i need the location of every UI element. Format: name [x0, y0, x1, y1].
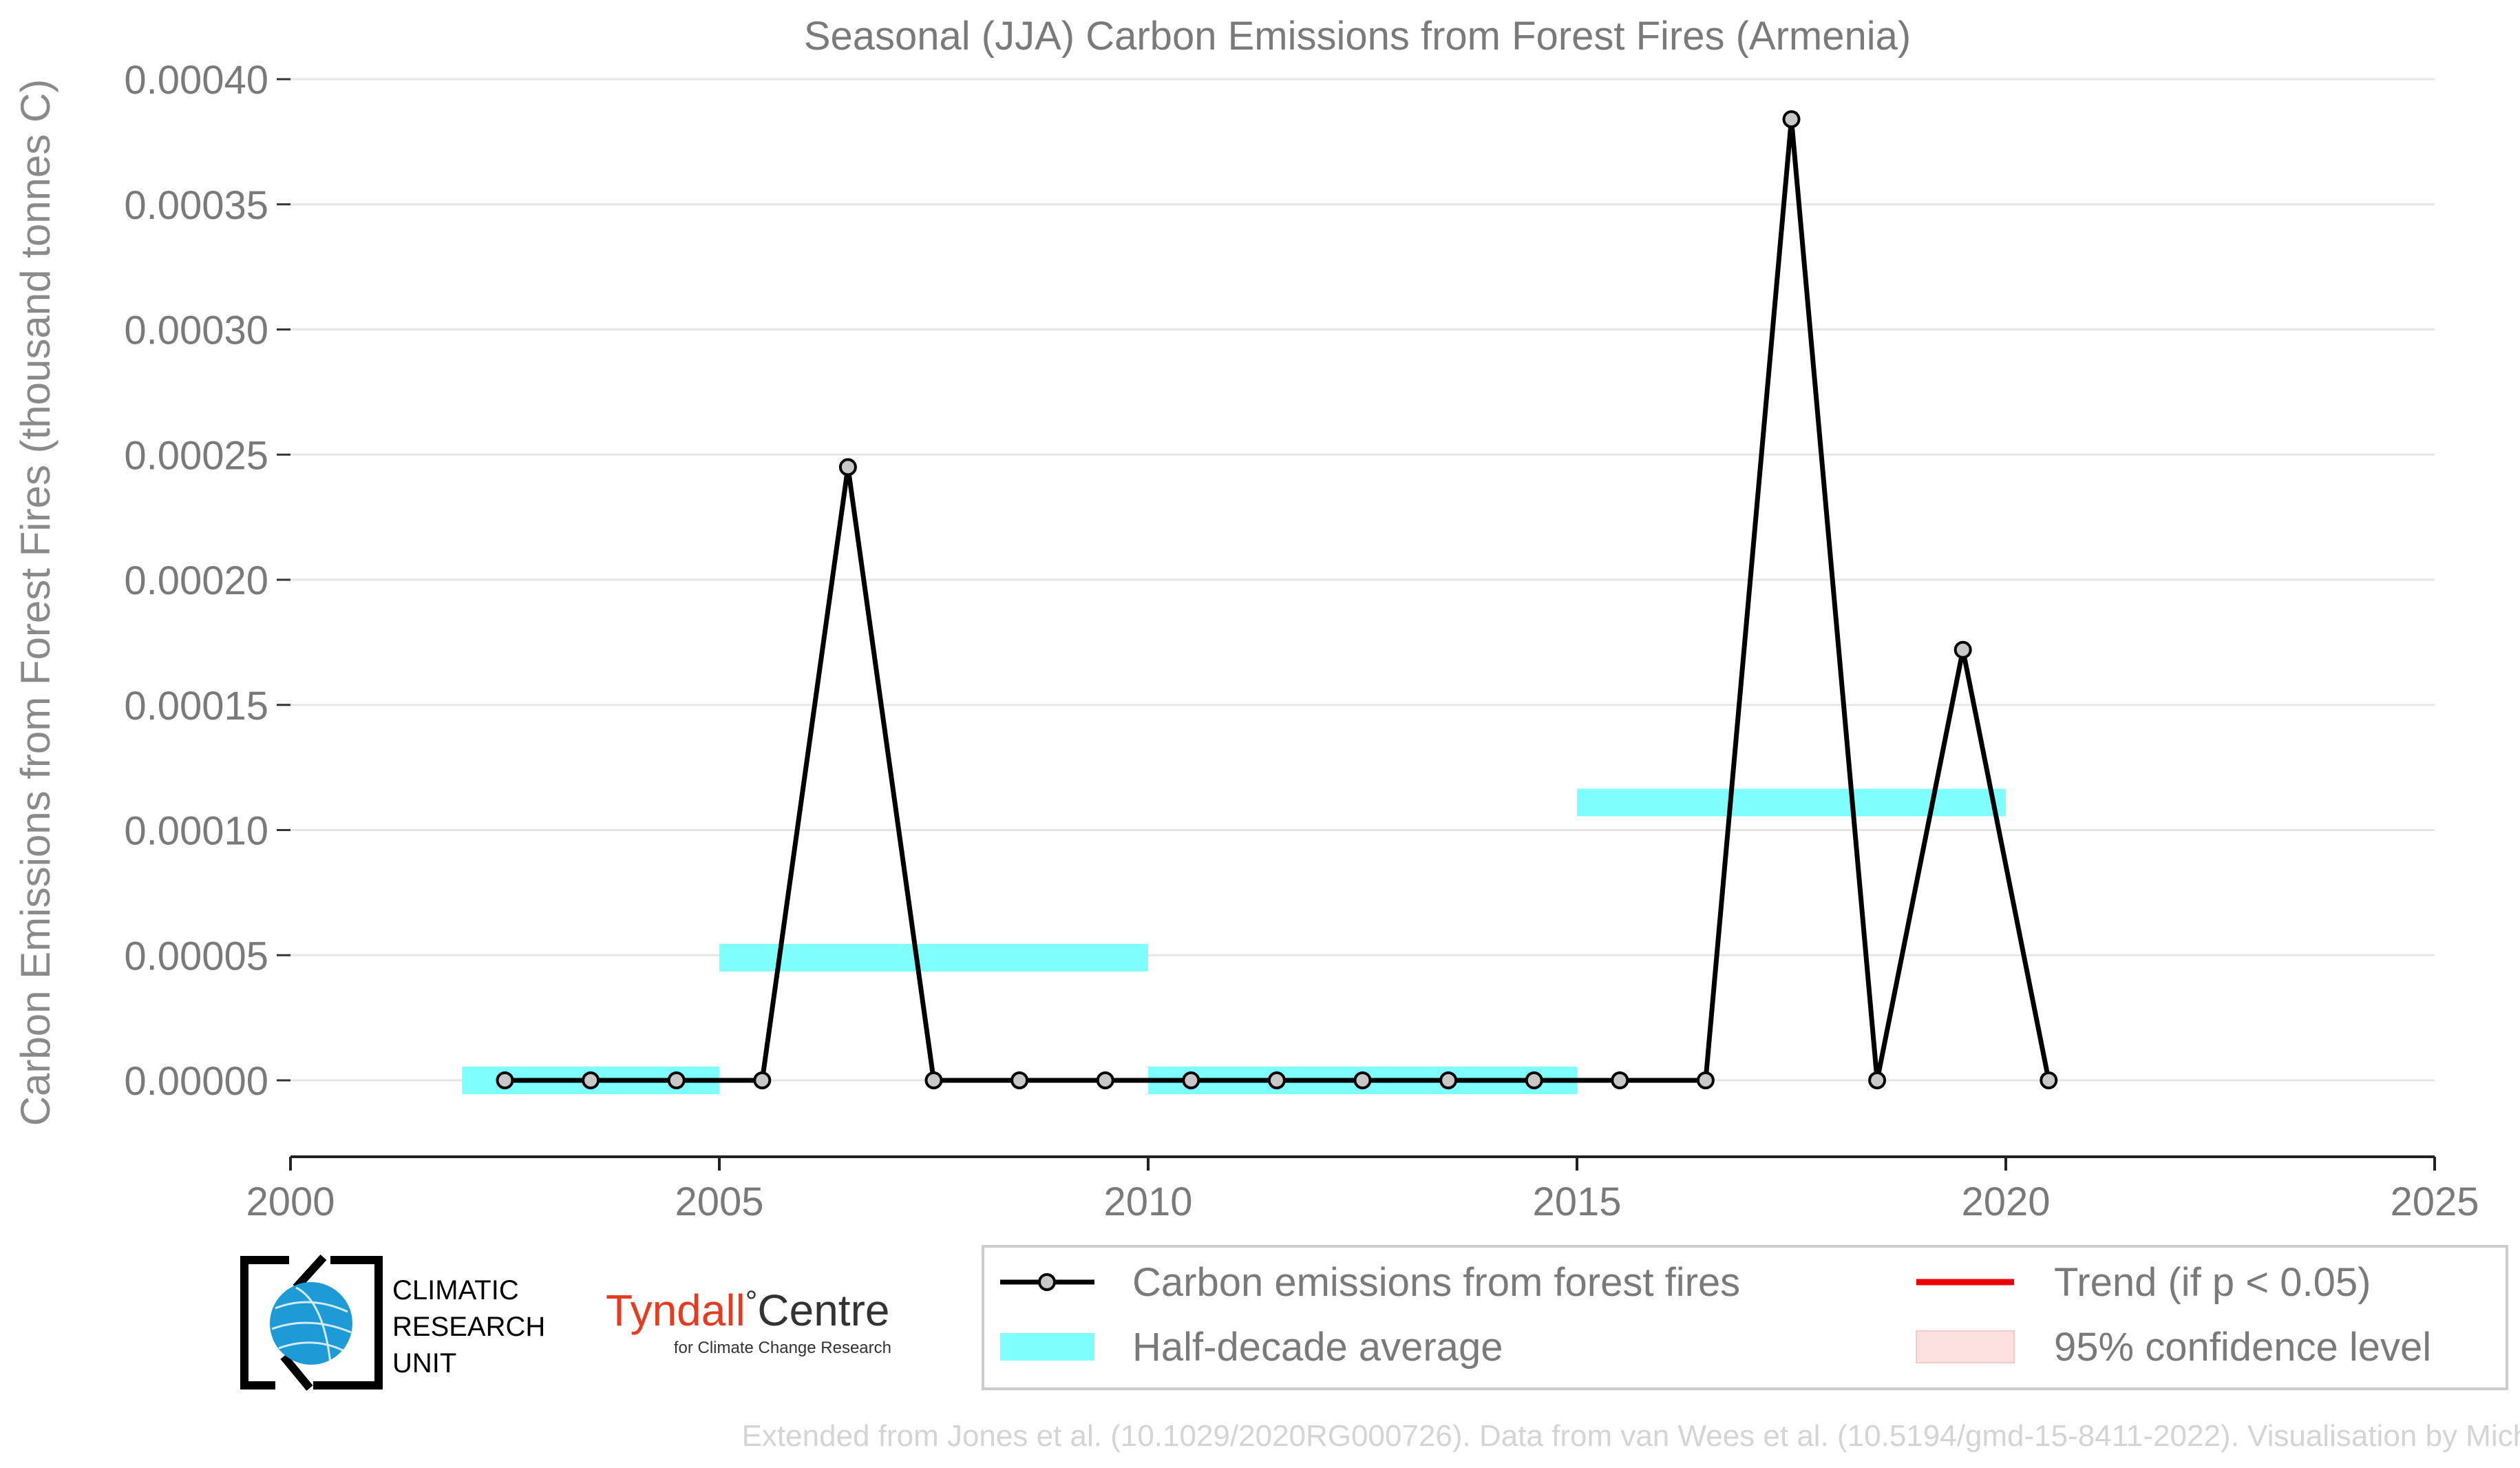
legend: Carbon emissions from forest fires Trend… — [982, 1245, 2508, 1390]
y-tick-label: 0.00040 — [124, 58, 268, 103]
legend-half-decade-label: Half-decade average — [1132, 1325, 1503, 1370]
y-tick-label: 0.00025 — [124, 433, 268, 478]
y-tick-label: 0.00035 — [124, 183, 268, 228]
legend-confidence-swatch — [1916, 1330, 2015, 1363]
cru-logo-line1: CLIMATIC — [392, 1275, 519, 1306]
legend-item-trend: Trend (if p < 0.05) — [1916, 1260, 2371, 1305]
emissions-point — [1439, 1071, 1458, 1089]
emissions-point — [1353, 1071, 1372, 1089]
axes: 0.00000 0.00005 0.00010 0.00015 0.00020 0.000… — [124, 58, 2479, 1224]
y-tick-label: 0.00030 — [124, 308, 268, 353]
tyndall-logo-sub: for Climate Change Research — [674, 1339, 891, 1357]
legend-emissions-marker — [1038, 1273, 1056, 1291]
emissions-point — [1525, 1071, 1543, 1089]
emissions-point — [753, 1071, 772, 1089]
x-tick-label: 2010 — [1103, 1179, 1192, 1224]
emissions-point — [1782, 110, 1801, 129]
emissions-point — [1096, 1071, 1114, 1089]
cru-logo-line3: UNIT — [392, 1348, 456, 1378]
legend-item-half-decade: Half-decade average — [1000, 1325, 1503, 1370]
emissions-series — [496, 110, 2058, 1089]
cru-logo: CLIMATIC RESEARCH UNIT — [240, 1254, 545, 1391]
emissions-point — [924, 1071, 943, 1089]
emissions-point — [1868, 1071, 1887, 1089]
tyndall-degree: ° — [745, 1285, 758, 1319]
chart-title: Seasonal (JJA) Carbon Emissions from For… — [804, 14, 1911, 59]
x-tick-label: 2000 — [246, 1179, 335, 1224]
emissions-point — [1696, 1071, 1715, 1089]
emissions-point — [1267, 1071, 1286, 1089]
emissions-point — [1611, 1071, 1629, 1089]
x-tick-label: 2020 — [1961, 1179, 2050, 1224]
y-tick-label: 0.00015 — [124, 684, 268, 728]
legend-trend-label: Trend (if p < 0.05) — [2054, 1260, 2371, 1305]
emissions-point — [838, 458, 857, 476]
half-decade-bar — [1577, 788, 2006, 817]
footer-credit: Extended from Jones et al. (10.1029/2020… — [742, 1419, 2520, 1453]
half-decade-average-bars — [462, 788, 2006, 1094]
emissions-point — [496, 1071, 514, 1089]
y-tick-label: 0.00010 — [124, 809, 268, 854]
y-tick-label: 0.00000 — [124, 1059, 268, 1104]
cru-logo-frame — [240, 1254, 383, 1391]
emissions-point — [667, 1071, 686, 1089]
emissions-point — [582, 1071, 600, 1089]
legend-item-emissions: Carbon emissions from forest fires — [1000, 1260, 1740, 1305]
cru-logo-line2: RESEARCH — [392, 1312, 545, 1342]
legend-item-confidence: 95% confidence level — [1916, 1325, 2431, 1370]
emissions-point — [2040, 1071, 2058, 1089]
x-tick-label: 2005 — [675, 1179, 763, 1224]
legend-half-decade-swatch — [1000, 1333, 1094, 1361]
tyndall-word: Tyndall — [606, 1286, 745, 1335]
legend-box — [982, 1245, 2508, 1390]
y-tick-label: 0.00020 — [124, 558, 268, 603]
legend-confidence-label: 95% confidence level — [2054, 1325, 2431, 1370]
tyndall-logo: Tyndall°Centre for Climate Change Resear… — [606, 1285, 891, 1357]
emissions-point — [1182, 1071, 1200, 1089]
x-tick-label: 2015 — [1532, 1179, 1621, 1224]
half-decade-bar — [719, 943, 1148, 972]
emissions-point — [1953, 640, 1972, 659]
legend-emissions-label: Carbon emissions from forest fires — [1132, 1260, 1740, 1305]
tyndall-logo-name: Tyndall°Centre — [606, 1285, 889, 1335]
cru-globe-lines — [271, 1286, 352, 1364]
x-tick-label: 2025 — [2390, 1179, 2479, 1224]
emissions-line — [505, 118, 2051, 1083]
grid — [290, 78, 2435, 1082]
emissions-point — [1010, 1071, 1029, 1089]
tyndall-centre: Centre — [757, 1286, 889, 1335]
y-tick-label: 0.00005 — [124, 934, 268, 978]
y-axis-label: Carbon Emissions from Forest Fires (thou… — [12, 79, 59, 1126]
